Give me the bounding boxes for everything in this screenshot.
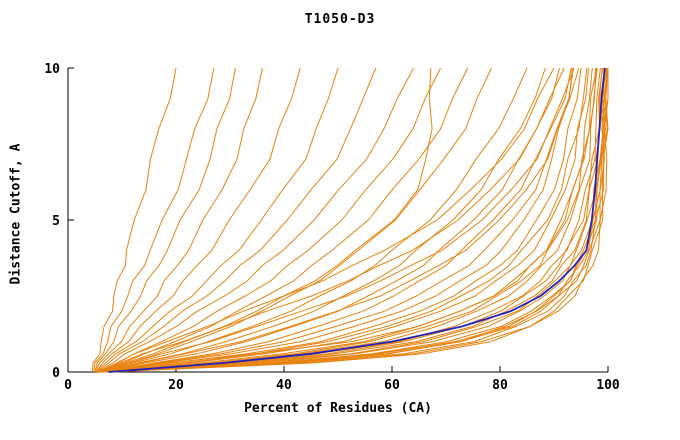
model-curve xyxy=(94,67,236,373)
x-tick-label: 40 xyxy=(276,378,292,393)
model-curve xyxy=(105,67,588,373)
model-curve xyxy=(100,67,575,373)
model-curve xyxy=(97,67,415,373)
model-curve xyxy=(104,67,582,373)
model-curve xyxy=(102,67,560,373)
x-axis-label: Percent of Residues (CA) xyxy=(244,401,432,416)
model-curve xyxy=(101,67,580,373)
y-tick-label: 5 xyxy=(52,214,60,229)
model-curve xyxy=(106,68,609,373)
x-tick-label: 100 xyxy=(596,378,620,393)
model-curve xyxy=(112,67,608,373)
model-curve xyxy=(96,67,377,373)
model-curve xyxy=(103,67,573,373)
model-curve xyxy=(107,67,597,373)
chart-title: T1050-D3 xyxy=(304,12,376,27)
model-curve xyxy=(105,67,593,373)
model-curve xyxy=(104,67,574,373)
model-curve xyxy=(91,67,177,373)
model-curve xyxy=(101,67,546,373)
model-curve xyxy=(97,67,442,373)
model-curve xyxy=(98,67,555,373)
model-curve xyxy=(99,67,469,373)
best-model-curve xyxy=(108,67,606,373)
x-tick-label: 0 xyxy=(64,378,72,393)
model-curve xyxy=(100,67,492,373)
x-tick-label: 20 xyxy=(168,378,184,393)
model-curve xyxy=(99,67,565,373)
model-curve xyxy=(94,67,263,373)
x-tick-label: 80 xyxy=(492,378,508,393)
model-curve xyxy=(101,67,598,373)
model-curve xyxy=(95,67,339,373)
y-tick-label: 0 xyxy=(52,366,60,381)
model-curve xyxy=(100,67,433,373)
model-curve xyxy=(95,67,301,373)
model-curve xyxy=(111,67,607,373)
model-curve xyxy=(103,67,609,373)
x-tick-label: 60 xyxy=(384,378,400,393)
model-curve xyxy=(102,67,606,373)
y-tick-label: 10 xyxy=(44,62,60,77)
model-curve xyxy=(93,67,215,373)
model-curve xyxy=(108,67,603,373)
model-curve xyxy=(106,67,598,373)
